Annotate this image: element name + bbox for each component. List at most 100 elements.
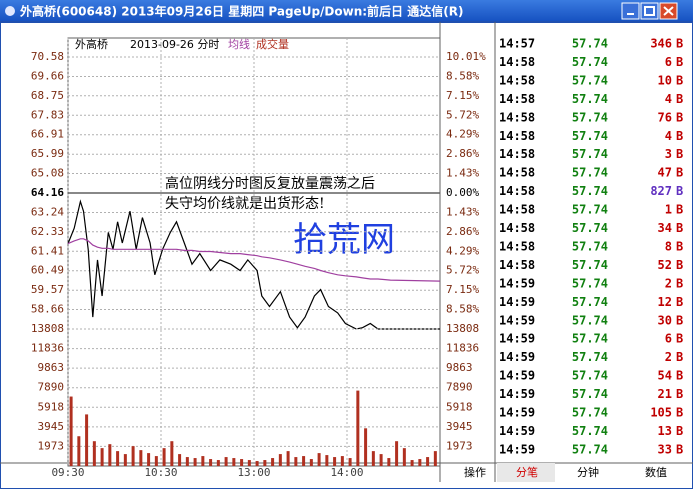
trade-time: 14:59 [499, 369, 535, 383]
volume-bar [333, 457, 337, 466]
volume-bar [139, 450, 143, 466]
trade-time: 14:57 [499, 37, 535, 51]
trade-price: 57.74 [572, 406, 608, 420]
trade-side: B [676, 221, 683, 235]
chart-subtitle: 2013-09-26 分时 [130, 38, 219, 51]
volume-bar [147, 453, 151, 466]
volume-bar [255, 461, 259, 466]
trade-time: 14:58 [499, 239, 535, 253]
tab[interactable]: 数值 [645, 466, 667, 479]
volume-bar [348, 458, 352, 466]
watermark: 拾荒网 [293, 220, 395, 260]
y-tick-label: 9863 [38, 361, 65, 374]
volume-bar [170, 441, 174, 466]
volume-bar [294, 457, 298, 466]
tab[interactable]: 分钟 [577, 465, 599, 479]
tab[interactable]: 操作 [464, 465, 486, 479]
trade-price: 57.74 [572, 203, 608, 217]
volume-bar [77, 436, 81, 466]
app-icon [5, 6, 15, 16]
volume-bar [302, 456, 306, 466]
minimize-button[interactable] [621, 2, 640, 20]
trade-volume: 4 [665, 129, 672, 143]
trade-volume: 6 [665, 55, 672, 69]
y-tick-label: 67.83 [31, 108, 64, 121]
close-icon [663, 6, 674, 16]
trade-time: 14:58 [499, 203, 535, 217]
x-tick-label: 09:30 [51, 466, 84, 479]
volume-bar [201, 456, 205, 466]
trade-time: 14:59 [499, 406, 535, 420]
y-tick-label: 1973 [38, 439, 65, 452]
volume-bar [185, 457, 189, 466]
y-tick-label: 65.08 [31, 167, 64, 180]
trade-volume: 52 [658, 258, 672, 272]
title-bar [0, 0, 693, 22]
trade-side: B [676, 37, 683, 51]
volume-bar [371, 451, 375, 466]
trade-time: 14:58 [499, 221, 535, 235]
trade-volume: 105 [650, 406, 672, 420]
volume-bar [317, 453, 321, 466]
trade-time: 14:58 [499, 147, 535, 161]
trade-time: 14:59 [499, 387, 535, 401]
trade-price: 57.74 [572, 276, 608, 290]
volume-bar [247, 460, 251, 466]
volume-bar [232, 458, 236, 466]
maximize-button[interactable] [640, 2, 659, 20]
trade-price: 57.74 [572, 424, 608, 438]
y-tick-label: 59.57 [31, 283, 64, 296]
trade-side: B [676, 55, 683, 69]
trade-volume: 21 [658, 387, 672, 401]
volume-bar [193, 458, 197, 466]
volume-bar [108, 444, 112, 466]
trade-price: 57.74 [572, 332, 608, 346]
volume-bar [387, 458, 391, 466]
trade-side: B [676, 350, 683, 364]
x-tick-label: 13:00 [237, 466, 270, 479]
trade-price: 57.74 [572, 350, 608, 364]
y-tick-label: 70.58 [31, 50, 64, 63]
trade-volume: 2 [665, 276, 672, 290]
trade-price: 57.74 [572, 147, 608, 161]
tab[interactable]: 分笔 [516, 465, 538, 479]
trade-side: B [676, 369, 683, 383]
trade-side: B [676, 313, 683, 327]
volume-bar [379, 454, 383, 466]
volume-bar [309, 459, 313, 466]
y-tick-label: 3945 [38, 420, 65, 433]
volume-bar [278, 454, 282, 466]
volume-bar [356, 390, 360, 466]
y-tick-label: 7890 [38, 381, 65, 394]
y2-tick-label: 5.72% [446, 108, 479, 121]
volume-bar [178, 454, 182, 466]
trade-side: B [676, 387, 683, 401]
y2-tick-label: 1.43% [446, 167, 479, 180]
trade-volume: 6 [665, 332, 672, 346]
y2-tick-label: 1.43% [446, 205, 479, 218]
trade-side: B [676, 295, 683, 309]
annotation: 高位阴线分时图反复放量震荡之后 [165, 175, 375, 192]
trade-time: 14:58 [499, 166, 535, 180]
y2-tick-label: 7.15% [446, 89, 479, 102]
y2-tick-label: 9863 [446, 361, 473, 374]
trade-price: 57.74 [572, 92, 608, 106]
y2-tick-label: 10.01% [446, 50, 486, 63]
trade-volume: 4 [665, 92, 672, 106]
volume-bar [340, 456, 344, 466]
volume-bar [131, 446, 135, 466]
y2-tick-label: 11836 [446, 342, 479, 355]
minimize-icon [627, 13, 634, 15]
y-tick-label: 60.49 [31, 264, 64, 277]
y-tick-label: 66.91 [31, 128, 64, 141]
trade-price: 57.74 [572, 239, 608, 253]
annotation: 失守均价线就是出货形态! [165, 195, 325, 212]
trade-price: 57.74 [572, 221, 608, 235]
trade-volume: 34 [658, 221, 672, 235]
trade-time: 14:58 [499, 73, 535, 87]
trade-price: 57.74 [572, 55, 608, 69]
volume-bar [395, 441, 399, 466]
y-tick-label: 64.16 [31, 186, 64, 199]
trade-price: 57.74 [572, 73, 608, 87]
trade-price: 57.74 [572, 387, 608, 401]
